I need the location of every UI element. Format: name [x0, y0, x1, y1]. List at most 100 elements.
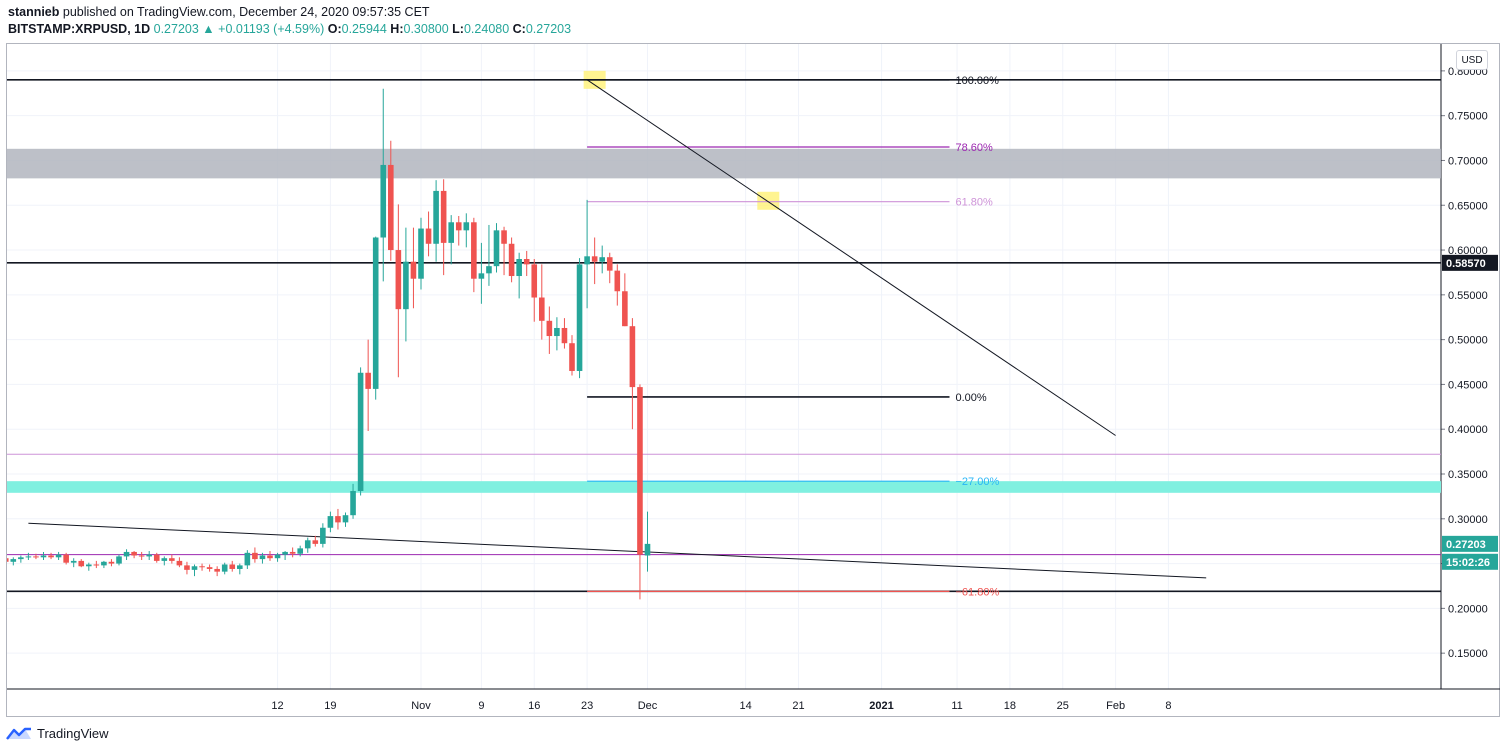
- candle-body: [184, 565, 190, 570]
- candle-body: [395, 250, 402, 310]
- candle-body: [576, 264, 583, 371]
- y-axis-tick-label: 0.70000: [1448, 155, 1488, 167]
- y-axis-tick-label: 0.35000: [1448, 469, 1488, 481]
- candle-body: [161, 558, 168, 561]
- candle-body: [10, 559, 17, 562]
- candle-body: [237, 565, 243, 569]
- open-label: O:: [327, 22, 342, 36]
- candle-body: [531, 264, 538, 298]
- candle-body: [350, 491, 356, 516]
- candle-body: [214, 568, 220, 572]
- candle-body: [629, 326, 636, 388]
- candle-body: [403, 261, 409, 310]
- y-axis-tick-label: 0.60000: [1448, 245, 1488, 257]
- candle-body: [516, 259, 522, 277]
- candle-body: [221, 564, 228, 572]
- price-axis-label-bg: [1442, 254, 1498, 271]
- trendline: [28, 522, 1207, 579]
- currency-button[interactable]: USD: [1456, 50, 1488, 70]
- candle-body: [312, 540, 319, 544]
- candle-body: [448, 222, 454, 243]
- candle-body: [146, 554, 152, 557]
- candle-body: [274, 554, 281, 559]
- price-axis-label: 15:02:26: [1446, 557, 1490, 569]
- y-axis-tick-label: 0.30000: [1448, 514, 1488, 526]
- candle-body: [365, 372, 371, 389]
- footer: TradingView: [6, 726, 109, 741]
- close-value: 0.27203: [525, 22, 572, 36]
- y-axis-tick-label: 0.50000: [1448, 335, 1488, 347]
- high-label: H:: [390, 22, 404, 36]
- trendline: [586, 79, 1116, 436]
- candle-body: [320, 527, 326, 544]
- fib-level-label: 61.80%: [956, 197, 994, 209]
- candle-body: [55, 554, 62, 558]
- x-axis-tick-label: 11: [951, 700, 962, 712]
- ohlc-line: BITSTAMP:XRPUSD, 1D 0.27203 ▲ +0.01193 (…: [8, 21, 908, 38]
- x-axis-tick-label: 23: [581, 700, 593, 712]
- x-axis-tick-label: 21: [792, 700, 804, 712]
- candle-body: [388, 164, 394, 251]
- candle-body: [33, 556, 39, 558]
- candle-body: [116, 556, 122, 564]
- candle-body: [342, 515, 349, 523]
- candle-body: [131, 551, 137, 556]
- candle-body: [40, 555, 47, 558]
- symbol-label: BITSTAMP:XRPUSD, 1D: [8, 22, 151, 36]
- x-axis-tick-label: 19: [324, 700, 336, 712]
- candle-body: [493, 230, 500, 267]
- candle-body: [478, 273, 485, 279]
- candle-body: [252, 552, 258, 560]
- candle-body: [637, 387, 643, 555]
- x-axis-tick-label: Dec: [638, 700, 658, 712]
- candle-body: [153, 554, 160, 561]
- price-axis-label: 0.58570: [1446, 258, 1486, 270]
- candle-body: [644, 543, 651, 556]
- price-change: ▲ +0.01193 (+4.59%): [202, 22, 325, 36]
- publish-line: stannieb published on TradingView.com, D…: [8, 4, 908, 21]
- x-axis-tick-label: 18: [1004, 700, 1016, 712]
- candle-body: [622, 291, 628, 327]
- candle-body: [425, 228, 432, 244]
- x-axis-tick-label: 16: [528, 700, 540, 712]
- plot-layer: 100.00% 78.60% 61.80% 0.00% −27.00% −61.80%: [0, 70, 1441, 600]
- candle-body: [523, 259, 530, 265]
- candle-body: [614, 270, 621, 292]
- candle-body: [297, 548, 303, 554]
- open-value: 0.25944: [341, 22, 387, 36]
- candle-body: [0, 558, 1, 561]
- candle-body: [206, 567, 213, 569]
- candle-body: [70, 560, 77, 563]
- candle-body: [501, 230, 507, 244]
- price-axis-label-bg: [1442, 535, 1498, 552]
- x-axis-tick-label: 9: [478, 700, 484, 712]
- candle-body: [199, 566, 205, 568]
- candle-body: [108, 561, 115, 564]
- x-axis-tick-label: 14: [740, 700, 752, 712]
- candle-body: [539, 297, 545, 321]
- close-label: C:: [512, 22, 526, 36]
- y-axis-tick-label: 0.45000: [1448, 379, 1488, 391]
- candle-body: [101, 561, 107, 566]
- candle-body: [229, 564, 236, 569]
- candle-body: [267, 555, 273, 559]
- low-label: L:: [452, 22, 464, 36]
- candle-body: [327, 516, 334, 528]
- price-zone: [7, 481, 1441, 493]
- candle-body: [591, 256, 598, 262]
- candle-body: [508, 243, 515, 277]
- candle-body: [176, 560, 183, 566]
- footer-brand[interactable]: TradingView: [37, 726, 109, 741]
- candle-body: [335, 516, 341, 523]
- author-name[interactable]: stannieb: [8, 5, 60, 19]
- candle-body: [25, 556, 32, 558]
- candle-body: [569, 343, 575, 371]
- y-axis-tick-label: 0.15000: [1448, 648, 1488, 660]
- candle-body: [282, 551, 288, 555]
- candle-body: [606, 257, 613, 271]
- candle-body: [138, 555, 145, 557]
- candle-body: [584, 256, 590, 265]
- candle-body: [546, 320, 553, 337]
- high-value: 0.30800: [403, 22, 449, 36]
